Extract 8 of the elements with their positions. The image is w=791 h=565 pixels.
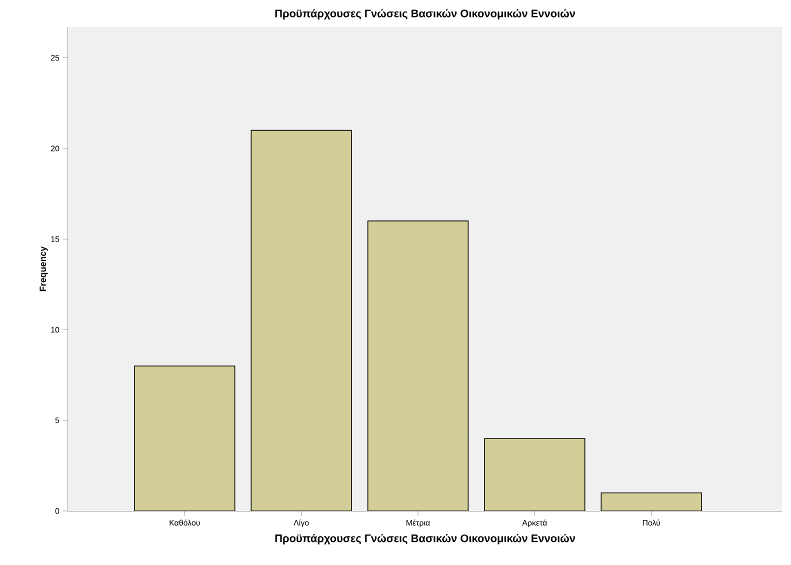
y-axis-title: Frequency — [40, 246, 48, 292]
bar — [484, 438, 586, 511]
chart-title: Προϋπάρχουσες Γνώσεις Βασικών Οικονομικών Εννοιών — [275, 9, 575, 20]
bar — [134, 366, 236, 511]
x-axis-title: Προϋπάρχουσες Γνώσεις Βασικών Οικονομικών Εννοιών — [275, 534, 575, 544]
bar — [367, 220, 469, 511]
bar — [600, 492, 702, 511]
bar — [250, 130, 352, 511]
